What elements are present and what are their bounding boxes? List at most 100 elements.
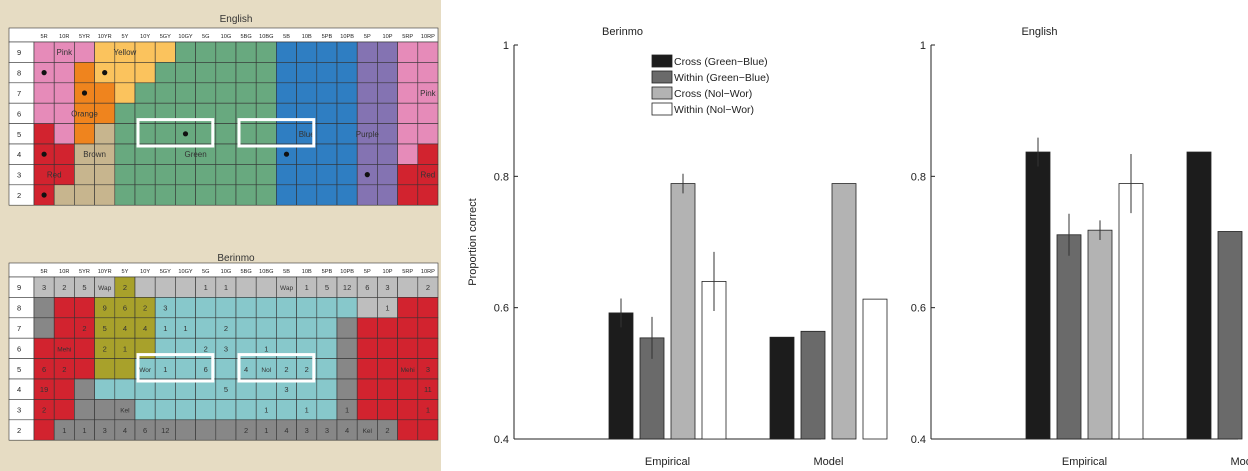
english-highlight-box <box>136 118 215 148</box>
english-cell <box>235 62 257 84</box>
berinmo-cell-label: Wor <box>139 367 152 374</box>
english-column-label: 10RP <box>421 34 435 40</box>
english-column-label: 5G <box>202 34 209 40</box>
berinmo-cell <box>417 419 439 441</box>
english-cell <box>296 82 318 104</box>
bar <box>1118 183 1144 440</box>
english-cell <box>235 41 257 63</box>
english-cell <box>377 123 398 145</box>
berinmo-cell-label: 2 <box>62 283 66 292</box>
english-color-term: Pink <box>57 48 74 57</box>
english-cell <box>154 41 176 63</box>
berinmo-cell <box>316 297 338 319</box>
focal-dot <box>41 192 47 198</box>
y-tick-label: 0.8 <box>911 171 926 183</box>
legend-swatch <box>651 102 673 116</box>
berinmo-cell-label: 4 <box>345 426 349 435</box>
y-tick-label: 0.4 <box>494 434 509 446</box>
berinmo-cell <box>195 317 217 339</box>
english-cell <box>377 184 398 206</box>
english-cell <box>255 82 277 104</box>
english-cell <box>134 184 156 206</box>
berinmo-cell-label: 2 <box>123 283 127 292</box>
focal-dot <box>102 70 108 76</box>
english-cell <box>397 123 419 145</box>
berinmo-cell <box>397 399 419 421</box>
bar <box>1056 234 1082 440</box>
english-cell <box>94 123 116 145</box>
english-cell <box>296 62 318 84</box>
english-row-label-cell <box>8 123 35 145</box>
english-cell <box>215 123 237 145</box>
berinmo-cell-label: 1 <box>305 283 309 292</box>
english-cell <box>235 184 257 206</box>
english-cell <box>397 102 419 124</box>
x-tick-label: Empirical <box>1062 456 1107 468</box>
english-cell <box>255 123 277 145</box>
berinmo-cell-label: 4 <box>123 324 127 333</box>
berinmo-cell <box>235 317 257 339</box>
english-cell <box>377 143 398 165</box>
berinmo-cell-label: 5 <box>82 283 86 292</box>
berinmo-cell <box>316 317 338 339</box>
english-cell <box>417 102 439 124</box>
english-row-label-cell <box>8 102 35 124</box>
english-column-label: 5Y <box>121 34 128 40</box>
english-cell <box>377 82 398 104</box>
english-cell <box>114 123 136 145</box>
berinmo-highlight-box <box>136 353 215 383</box>
berinmo-cell <box>296 297 318 319</box>
legend-label: Cross (Green−Blue) <box>674 56 768 68</box>
english-column-label: 10GY <box>178 34 193 40</box>
english-cell <box>397 41 419 63</box>
focal-dot <box>283 151 290 157</box>
berinmo-cell-label: 1 <box>163 324 167 333</box>
english-cell <box>276 82 297 104</box>
english-cell <box>175 41 196 63</box>
english-column-label: 10Y <box>140 34 150 40</box>
berinmo-cell <box>296 317 318 339</box>
english-cell <box>296 41 318 63</box>
berinmo-cell-label: 1 <box>305 406 309 415</box>
berinmo-cell <box>33 297 55 319</box>
berinmo-row-label-cell <box>8 358 35 380</box>
english-color-term: Red <box>421 171 436 180</box>
english-color-term: Yellow <box>113 48 136 57</box>
english-row-label: 8 <box>17 69 21 78</box>
english-cell <box>195 82 217 104</box>
english-grid: English 5R 10R 5YR 10YR 5Y 10Y 5GY 10GY 5G 10G 5BG 1… <box>8 14 439 206</box>
berinmo-cell-label: 1 <box>345 406 349 415</box>
berinmo-cell <box>417 317 439 339</box>
y-tick-label: 0.6 <box>911 303 926 315</box>
english-cell <box>336 62 358 84</box>
english-cell <box>74 184 95 206</box>
english-column-label: 5YR <box>79 34 90 40</box>
y-tick-label: 0.6 <box>494 303 509 315</box>
berinmo-column-label: 5Y <box>121 269 128 275</box>
chart-title: English <box>1021 26 1057 38</box>
english-color-term: Red <box>47 171 62 180</box>
focal-dot <box>41 151 47 157</box>
english-cell <box>296 184 318 206</box>
english-row-label: 4 <box>17 150 21 159</box>
english-row-label-cell <box>8 143 35 165</box>
english-cell <box>215 143 237 165</box>
color-grid-panel: English 5R 10R 5YR 10YR 5Y 10Y 5GY 10GY 5G 10G 5BG 1… <box>0 0 441 471</box>
english-cell <box>377 102 398 124</box>
berinmo-cell <box>255 297 277 319</box>
berinmo-cell-label: 12 <box>343 283 351 292</box>
english-column-label: 10G <box>221 34 232 40</box>
berinmo-cell <box>53 297 75 319</box>
english-cell <box>417 143 439 165</box>
english-cell <box>417 123 439 145</box>
y-tick-label: 0.4 <box>911 434 926 446</box>
berinmo-cell <box>215 399 237 421</box>
berinmo-cell <box>316 378 338 400</box>
english-cell <box>417 41 439 63</box>
english-cell <box>154 82 176 104</box>
english-cell <box>53 184 75 206</box>
english-cell <box>235 82 257 104</box>
berinmo-cell <box>74 378 95 400</box>
berinmo-cell <box>175 297 196 319</box>
berinmo-cell <box>94 358 116 380</box>
